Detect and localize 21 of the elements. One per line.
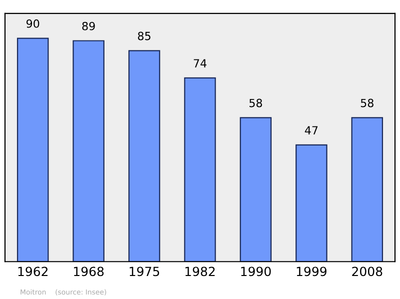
x-tick-label: 1999 — [296, 266, 326, 276]
x-tick-label: 1982 — [185, 266, 215, 276]
data-label: 85 — [138, 32, 150, 40]
data-label: 58 — [360, 98, 374, 108]
x-tick-label: 2008 — [352, 266, 382, 276]
x-tick-label: 1975 — [130, 266, 160, 276]
data-label: 74 — [194, 59, 206, 68]
data-label: 58 — [250, 98, 262, 108]
bar — [128, 50, 160, 262]
bar — [240, 117, 272, 262]
bar — [296, 144, 328, 262]
x-tick-label: 1990 — [241, 266, 271, 276]
bar — [72, 40, 104, 262]
data-label: 47 — [304, 126, 318, 134]
x-tick-label: 1962 — [18, 266, 48, 276]
bar — [16, 38, 49, 262]
x-tick-label: 1968 — [74, 266, 104, 276]
bar — [351, 117, 384, 262]
data-label: 89 — [82, 22, 95, 30]
bar — [184, 77, 216, 262]
data-label: 90 — [26, 19, 40, 28]
